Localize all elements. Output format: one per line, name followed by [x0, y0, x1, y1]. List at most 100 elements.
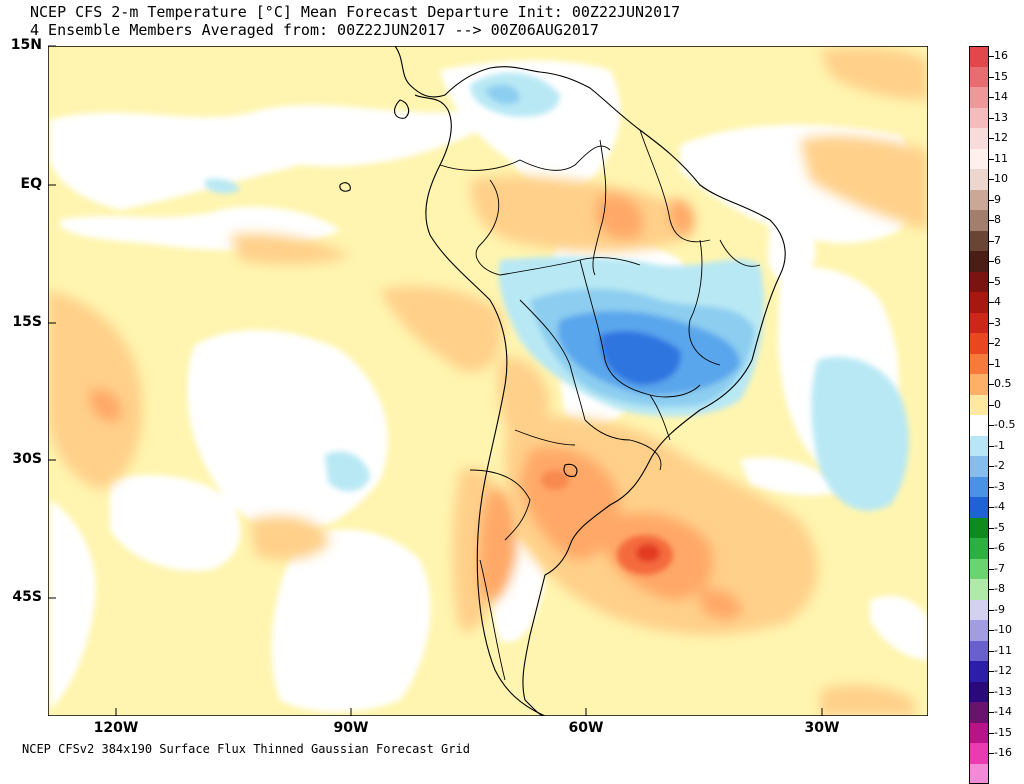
legend-label: -7 — [994, 562, 1005, 576]
legend-swatch — [969, 128, 989, 149]
legend-label: -5 — [994, 521, 1005, 535]
legend-label: 2 — [994, 336, 1001, 350]
legend-label: -16 — [994, 746, 1012, 760]
legend-entry: -11 — [969, 641, 1023, 662]
legend-entry: 0.5 — [969, 374, 1023, 395]
legend-label: 7 — [994, 234, 1001, 248]
legend-label: -12 — [994, 664, 1012, 678]
legend-label: -0.5 — [994, 418, 1015, 432]
legend-label: 13 — [994, 111, 1008, 125]
footer-grid-info: NCEP CFSv2 384x190 Surface Flux Thinned … — [22, 742, 470, 756]
legend-label: 1 — [994, 357, 1001, 371]
legend-entry: -9 — [969, 600, 1023, 621]
legend-entry: -8 — [969, 579, 1023, 600]
legend-entry: 14 — [969, 87, 1023, 108]
legend-entry: -0.5 — [969, 415, 1023, 436]
legend-swatch — [969, 538, 989, 559]
legend-swatch — [969, 210, 989, 231]
legend-swatch — [969, 149, 989, 170]
legend-swatch — [969, 661, 989, 682]
legend-swatch — [969, 190, 989, 211]
legend-entry: 0 — [969, 395, 1023, 416]
legend-entry: -5 — [969, 518, 1023, 539]
legend-label: -11 — [994, 644, 1012, 658]
legend-entry: -4 — [969, 497, 1023, 518]
legend-entry: 11 — [969, 149, 1023, 170]
legend-swatch — [969, 251, 989, 272]
legend-swatch — [969, 641, 989, 662]
legend-swatch — [969, 374, 989, 395]
legend-entry: 13 — [969, 108, 1023, 129]
legend-label: -6 — [994, 541, 1005, 555]
legend-label: -13 — [994, 685, 1012, 699]
legend-swatch — [969, 456, 989, 477]
legend-entry: 10 — [969, 169, 1023, 190]
lat-label-45s: 45S — [0, 589, 42, 605]
legend-swatch — [969, 743, 989, 764]
legend-label: 0.5 — [994, 377, 1012, 391]
legend-entry: -14 — [969, 702, 1023, 723]
legend-label: 6 — [994, 254, 1001, 268]
legend-swatch — [969, 702, 989, 723]
legend-swatch — [969, 477, 989, 498]
legend-label: -14 — [994, 705, 1012, 719]
lon-label-90w: 90W — [321, 720, 381, 736]
legend-label: 14 — [994, 90, 1008, 104]
legend-entry: -6 — [969, 538, 1023, 559]
legend-swatch — [969, 600, 989, 621]
legend-swatch — [969, 559, 989, 580]
legend-swatch — [969, 579, 989, 600]
legend-swatch — [969, 436, 989, 457]
legend-label: 12 — [994, 131, 1008, 145]
legend-label: -15 — [994, 726, 1012, 740]
legend-swatch — [969, 333, 989, 354]
legend-swatch — [969, 518, 989, 539]
legend-entry: -2 — [969, 456, 1023, 477]
legend-swatch — [969, 723, 989, 744]
legend-swatch — [969, 415, 989, 436]
legend-label: 3 — [994, 316, 1001, 330]
legend-entry: 16 — [969, 46, 1023, 67]
legend-label: 9 — [994, 193, 1001, 207]
legend-label: 5 — [994, 275, 1001, 289]
legend-entry: 3 — [969, 313, 1023, 334]
legend-entry: -10 — [969, 620, 1023, 641]
legend-label: 11 — [994, 152, 1008, 166]
legend-swatch — [969, 108, 989, 129]
legend-swatch — [969, 354, 989, 375]
legend-entry: -3 — [969, 477, 1023, 498]
legend-label: 10 — [994, 172, 1008, 186]
legend-swatch — [969, 169, 989, 190]
legend-label: -9 — [994, 603, 1005, 617]
map-canvas — [0, 0, 1024, 768]
legend-label: -8 — [994, 582, 1005, 596]
legend-entry: 9 — [969, 190, 1023, 211]
lon-label-120w: 120W — [86, 720, 146, 736]
legend-entry: 6 — [969, 251, 1023, 272]
legend-entry: 7 — [969, 231, 1023, 252]
lat-label-eq: EQ — [0, 176, 42, 192]
legend-entry: -12 — [969, 661, 1023, 682]
legend-swatch — [969, 46, 989, 67]
legend-label: 0 — [994, 398, 1001, 412]
legend-entry: 2 — [969, 333, 1023, 354]
legend-entry — [969, 764, 1023, 784]
legend-label: 4 — [994, 295, 1001, 309]
legend-entry: -16 — [969, 743, 1023, 764]
lon-label-30w: 30W — [792, 720, 852, 736]
legend-swatch — [969, 272, 989, 293]
legend-swatch — [969, 313, 989, 334]
legend-swatch — [969, 682, 989, 703]
legend-swatch — [969, 87, 989, 108]
legend-swatch — [969, 292, 989, 313]
lat-label-30s: 30S — [0, 451, 42, 467]
legend-label: 8 — [994, 213, 1001, 227]
legend-entry: 12 — [969, 128, 1023, 149]
legend-label: -10 — [994, 623, 1012, 637]
legend-label: 16 — [994, 49, 1008, 63]
legend-entry: -13 — [969, 682, 1023, 703]
legend-swatch — [969, 620, 989, 641]
legend-entry: 8 — [969, 210, 1023, 231]
legend-label: 15 — [994, 70, 1008, 84]
